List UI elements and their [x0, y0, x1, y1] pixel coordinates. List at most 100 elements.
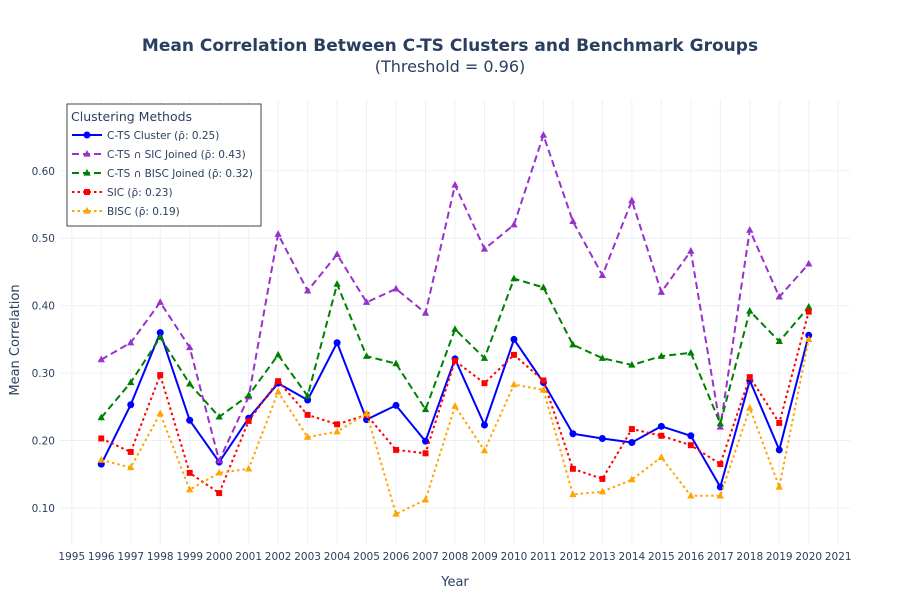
- data-point: [657, 352, 666, 359]
- data-point: [274, 387, 282, 395]
- data-point: [775, 483, 783, 490]
- data-point: [510, 274, 518, 282]
- y-tick-label: 0.40: [32, 301, 55, 313]
- series-layer: [97, 131, 813, 517]
- data-point: [687, 432, 695, 440]
- legend-item-bisc: BISC (ρ̄: 0.19): [72, 206, 180, 218]
- data-point: [687, 442, 694, 449]
- x-tick-label: 2012: [560, 551, 587, 563]
- data-point: [775, 337, 783, 345]
- x-tick-label: 2007: [412, 551, 439, 563]
- data-point: [775, 446, 783, 454]
- data-point: [687, 348, 695, 356]
- data-point: [569, 430, 577, 438]
- data-point: [481, 380, 488, 387]
- data-point: [805, 308, 812, 315]
- data-point: [303, 286, 312, 294]
- data-point: [776, 419, 783, 426]
- data-point: [304, 411, 311, 418]
- data-point: [539, 385, 548, 393]
- data-point: [716, 423, 724, 430]
- data-point: [244, 391, 253, 398]
- y-tick-label: 0.10: [32, 503, 55, 515]
- data-point: [156, 298, 164, 305]
- data-point: [480, 245, 489, 252]
- data-point: [333, 280, 341, 287]
- x-tick-label: 2018: [736, 551, 763, 563]
- data-point: [805, 303, 813, 310]
- legend-title: Clustering Methods: [71, 109, 192, 124]
- data-point: [539, 283, 548, 291]
- data-point: [716, 483, 724, 491]
- data-point: [628, 360, 636, 368]
- data-point: [156, 333, 164, 340]
- data-point: [716, 419, 724, 427]
- x-tick-label: 2000: [206, 551, 233, 563]
- data-point: [186, 379, 194, 387]
- x-tick-label: 2009: [471, 551, 498, 563]
- legend-label: C-TS ∩ SIC Joined (ρ̄: 0.43): [107, 149, 246, 161]
- series-cts-sic-joined: [97, 131, 813, 464]
- data-point: [303, 433, 312, 440]
- data-point: [805, 259, 813, 267]
- chart-subtitle: (Threshold = 0.96): [375, 57, 526, 76]
- x-tick-label: 2003: [294, 551, 321, 563]
- data-point: [186, 343, 194, 351]
- chart-title: Mean Correlation Between C-TS Clusters a…: [142, 36, 758, 56]
- data-point: [127, 463, 135, 471]
- y-axis-label: Mean Correlation: [8, 284, 23, 395]
- x-tick-label: 2021: [825, 551, 852, 563]
- data-point: [186, 416, 194, 424]
- data-point: [333, 250, 341, 258]
- x-tick-label: 2015: [648, 551, 675, 563]
- legend-item-cts-cluster: C-TS Cluster (ρ̄: 0.25): [72, 130, 219, 142]
- data-point: [746, 404, 754, 411]
- data-point: [156, 329, 164, 337]
- data-point: [510, 220, 518, 228]
- data-point: [599, 475, 606, 482]
- data-point: [215, 456, 223, 464]
- legend: Clustering Methods C-TS Cluster (ρ̄: 0.2…: [66, 103, 262, 227]
- data-point: [392, 359, 400, 367]
- data-point: [127, 448, 134, 455]
- data-point: [510, 380, 518, 388]
- data-point: [657, 288, 666, 295]
- data-point: [393, 446, 400, 453]
- data-point: [421, 495, 430, 503]
- data-point: [97, 355, 105, 363]
- data-point: [186, 485, 194, 493]
- data-point: [98, 435, 105, 442]
- data-point: [84, 189, 90, 195]
- data-point: [628, 475, 636, 483]
- y-tick-label: 0.60: [32, 166, 55, 178]
- data-point: [362, 409, 371, 417]
- data-point: [657, 422, 665, 430]
- data-point: [510, 335, 518, 343]
- data-point: [127, 338, 135, 346]
- x-tick-label: 2011: [530, 551, 557, 563]
- data-point: [598, 271, 607, 278]
- legend-box: [66, 103, 262, 227]
- x-tick-label: 2002: [265, 551, 292, 563]
- data-point: [334, 421, 341, 428]
- x-tick-label: 2020: [795, 551, 822, 563]
- data-point: [451, 325, 459, 332]
- data-point: [598, 354, 607, 361]
- data-point: [97, 413, 105, 421]
- data-point: [746, 226, 754, 233]
- data-point: [716, 491, 724, 499]
- data-point: [274, 350, 282, 358]
- data-point: [422, 437, 430, 445]
- data-point: [628, 196, 636, 204]
- axis-ticks: 1995 1996 1997 1998 1999 2000 2001 2002 2003 2004…: [32, 166, 852, 563]
- x-tick-label: 1997: [117, 551, 144, 563]
- data-point: [157, 372, 164, 379]
- data-point: [687, 491, 695, 499]
- legend-items: C-TS Cluster (ρ̄: 0.25) C-TS ∩ SIC Joined…: [72, 130, 253, 218]
- data-point: [717, 461, 724, 468]
- data-point: [480, 446, 489, 454]
- data-point: [775, 292, 783, 300]
- data-point: [333, 427, 341, 435]
- data-point: [451, 180, 459, 188]
